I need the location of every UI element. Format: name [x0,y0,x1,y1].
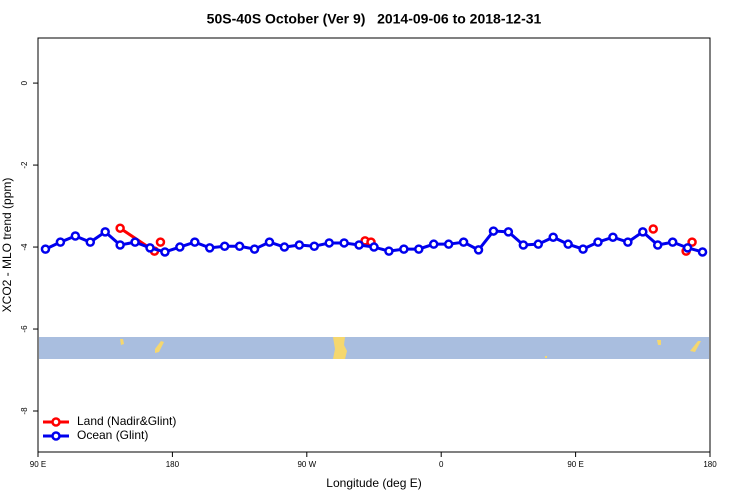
data-point [339,238,349,248]
x-axis-label: Longitude (deg E) [326,476,421,490]
data-point [697,247,708,257]
data-point [384,246,394,256]
x-tick-label: 0 [439,460,444,469]
x-tick-label: 180 [166,460,180,469]
legend: Land (Nadir&Glint)Ocean (Glint) [43,414,176,442]
legend-label: Land (Nadir&Glint) [77,414,176,428]
data-point [309,241,320,251]
data-point [578,244,588,254]
data-point [55,237,66,247]
data-point [687,237,697,247]
plot-frame [37,37,711,453]
x-tick-label: 90 E [567,460,583,469]
data-point [130,237,140,247]
data-point [458,237,469,247]
data-point [219,241,230,251]
data-point [160,247,170,257]
data-point [40,244,51,254]
legend-label: Ocean (Glint) [77,428,148,442]
data-point [428,239,439,249]
data-point [548,232,558,242]
y-tick-label: -8 [20,407,29,415]
y-axis-label: XCO2 - MLO trend (ppm) [0,178,14,313]
data-point [155,237,166,247]
data-point [667,237,678,247]
data-point [324,238,334,248]
data-point [294,240,305,250]
chart-title: 50S-40S October (Ver 9) 2014-09-06 to 20… [207,11,542,27]
data-point [414,244,424,254]
data-point [234,241,245,251]
data-point [623,237,633,247]
x-tick-label: 90 W [297,460,316,469]
data-point [204,243,215,253]
data-point [369,242,379,252]
data-point [145,243,155,253]
y-tick-label: -6 [20,325,29,333]
ocean-strip [39,337,709,359]
data-point [652,240,663,250]
data-point [399,244,409,254]
data-point [488,226,499,236]
data-point [518,240,529,250]
data-point [473,245,484,255]
data-point [682,243,693,253]
x-tick-label: 90 E [30,460,46,469]
data-point [354,240,364,250]
y-tick-label: -4 [20,243,29,251]
data-point [608,232,618,242]
data-point [190,237,200,247]
data-point [115,223,125,233]
data-point [533,239,544,249]
data-point [503,227,514,237]
data-point [638,227,648,237]
y-tick-label: 0 [20,80,29,85]
data-point [100,227,110,237]
data-point [443,239,454,249]
data-point [264,237,275,247]
data-point [115,240,125,250]
x-tick-label: 180 [703,460,717,469]
data-point [249,244,260,254]
y-tick-label: -2 [20,161,29,169]
data-point [175,242,185,252]
data-point [279,242,290,252]
data-point [648,224,659,234]
data-point [593,237,603,247]
data-point [563,239,573,249]
map-strip [39,337,709,359]
legend-marker [51,417,61,427]
legend-marker [51,431,61,441]
data-point [70,231,81,241]
data-point [85,237,96,247]
